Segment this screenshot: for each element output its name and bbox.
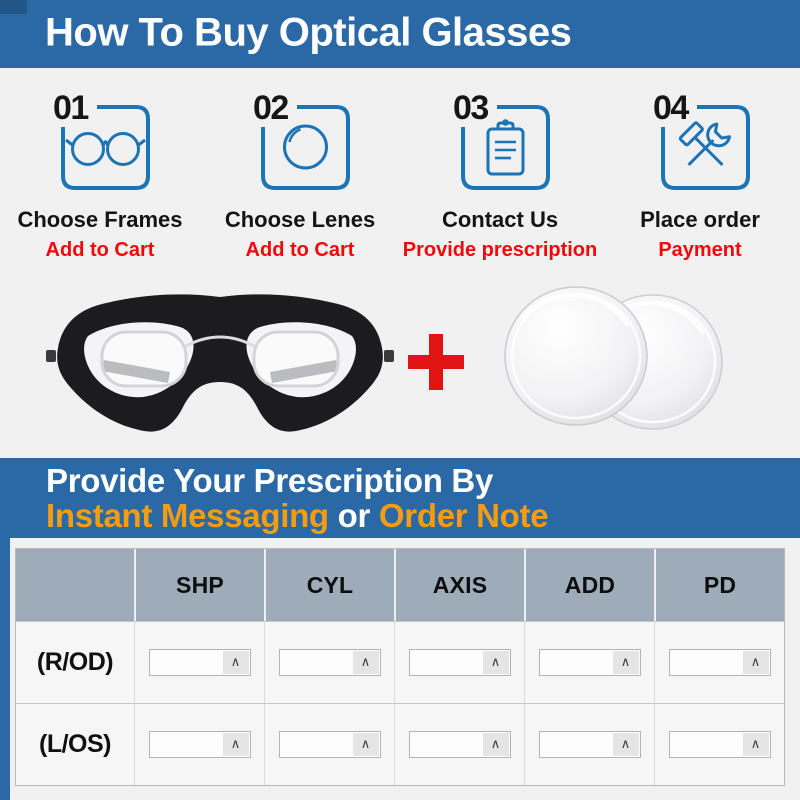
- banner-highlight-order-note: Order Note: [378, 497, 549, 534]
- page-title: How To Buy Optical Glasses: [45, 10, 572, 55]
- prescription-table: SHP CYL AXIS ADD PD (R/OD) ∧ ∧ ∧ ∧ ∧ (L/…: [15, 548, 785, 786]
- add-left-select[interactable]: ∧: [538, 731, 641, 758]
- step-sublabel: Add to Cart: [45, 239, 155, 261]
- step-sublabel: Provide prescription: [402, 239, 598, 261]
- table-header-empty: [16, 549, 134, 621]
- row-label: (L/OS): [39, 730, 112, 758]
- table-header-shp: SHP: [134, 549, 264, 621]
- banner-highlight-instant-messaging: Instant Messaging: [46, 497, 329, 534]
- step-choose-lenses: 02 Choose Lenes Add to Cart: [200, 82, 400, 262]
- table-header-cyl: CYL: [264, 549, 394, 621]
- step-choose-frames: 01 Choose Frames Add to Cart: [0, 82, 200, 262]
- step-label: Contact Us: [441, 207, 559, 232]
- plus-icon: +: [408, 334, 464, 390]
- step-number: 01: [53, 89, 88, 127]
- table-row-left-eye: (L/OS) ∧ ∧ ∧ ∧ ∧: [16, 703, 784, 785]
- chevron-up-icon[interactable]: ∧: [352, 651, 379, 674]
- sunglasses-photo: [46, 294, 394, 432]
- table-header-add: ADD: [524, 549, 654, 621]
- chevron-up-icon[interactable]: ∧: [612, 651, 639, 674]
- clipboard-icon: 03: [453, 89, 550, 190]
- step-sublabel: Payment: [658, 239, 742, 261]
- banner-or-text: or: [328, 497, 379, 534]
- chevron-up-icon[interactable]: ∧: [222, 733, 249, 756]
- prescription-banner-line2: Instant Messaging or Order Note: [46, 497, 549, 534]
- pd-left-select[interactable]: ∧: [668, 731, 771, 758]
- chevron-up-icon[interactable]: ∧: [482, 733, 509, 756]
- step-contact-us: 03 Contact Us Provide prescription: [400, 82, 600, 262]
- step-sublabel: Add to Cart: [245, 239, 355, 261]
- cyl-left-select[interactable]: ∧: [278, 731, 381, 758]
- step-figure: 01: [45, 82, 155, 194]
- chevron-up-icon[interactable]: ∧: [352, 733, 379, 756]
- row-label: (R/OD): [36, 648, 114, 676]
- steps-row: 01 Choose Frames Add to Cart 02: [0, 82, 800, 262]
- chevron-up-icon[interactable]: ∧: [742, 733, 769, 756]
- table-header-axis: AXIS: [394, 549, 524, 621]
- add-right-select[interactable]: ∧: [538, 649, 641, 676]
- pd-right-select[interactable]: ∧: [668, 649, 771, 676]
- step-label: Choose Lenes: [224, 207, 376, 232]
- step-number: 03: [453, 89, 488, 127]
- chevron-up-icon[interactable]: ∧: [612, 733, 639, 756]
- step-figure: 03: [445, 82, 555, 194]
- shp-right-select[interactable]: ∧: [148, 649, 251, 676]
- step-figure: 02: [245, 82, 355, 194]
- shp-left-select[interactable]: ∧: [148, 731, 251, 758]
- title-banner: How To Buy Optical Glasses: [0, 0, 800, 68]
- eyeglasses-icon: 01: [53, 89, 150, 190]
- table-row-right-eye: (R/OD) ∧ ∧ ∧ ∧ ∧: [16, 621, 784, 703]
- cyl-right-select[interactable]: ∧: [278, 649, 381, 676]
- chevron-up-icon[interactable]: ∧: [742, 651, 769, 674]
- banner-corner-accent: [0, 0, 27, 14]
- lenses-photo: [504, 286, 723, 430]
- lens-icon: 02: [253, 89, 350, 190]
- axis-left-select[interactable]: ∧: [408, 731, 511, 758]
- table-header-row: SHP CYL AXIS ADD PD: [16, 549, 784, 621]
- chevron-up-icon[interactable]: ∧: [482, 651, 509, 674]
- step-label: Place order: [640, 207, 760, 232]
- prescription-banner-line1: Provide Your Prescription By: [46, 462, 494, 499]
- table-header-pd: PD: [654, 549, 784, 621]
- step-place-order: 04 Place order Payment: [600, 82, 800, 262]
- left-edge-stripe: [0, 538, 10, 800]
- product-combo-row: +: [0, 282, 800, 448]
- prescription-banner: Provide Your Prescription By Instant Mes…: [0, 458, 800, 538]
- step-number: 04: [653, 89, 689, 127]
- axis-right-select[interactable]: ∧: [408, 649, 511, 676]
- step-number: 02: [253, 89, 288, 127]
- chevron-up-icon[interactable]: ∧: [222, 651, 249, 674]
- step-figure: 04: [645, 82, 755, 194]
- tools-icon: 04: [653, 89, 750, 190]
- step-label: Choose Frames: [17, 207, 183, 232]
